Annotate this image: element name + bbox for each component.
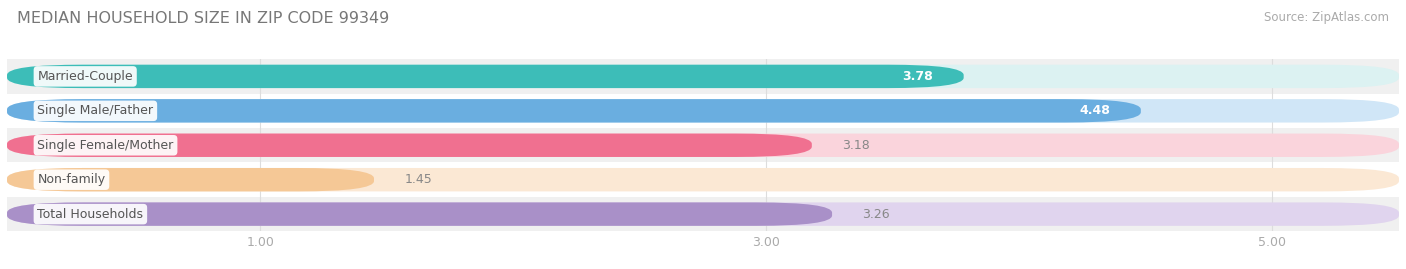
- FancyBboxPatch shape: [7, 133, 811, 157]
- FancyBboxPatch shape: [7, 99, 1140, 123]
- FancyBboxPatch shape: [7, 168, 374, 192]
- Text: 3.78: 3.78: [903, 70, 934, 83]
- Text: Total Households: Total Households: [38, 208, 143, 221]
- FancyBboxPatch shape: [7, 99, 1399, 123]
- Bar: [7, 197, 1399, 231]
- Bar: [7, 59, 1399, 94]
- Text: 3.18: 3.18: [842, 139, 870, 152]
- Bar: [7, 162, 1399, 197]
- FancyBboxPatch shape: [7, 65, 1399, 88]
- Text: Non-family: Non-family: [38, 173, 105, 186]
- Text: Single Male/Father: Single Male/Father: [38, 104, 153, 117]
- Text: 1.45: 1.45: [405, 173, 432, 186]
- Text: Single Female/Mother: Single Female/Mother: [38, 139, 174, 152]
- Text: 3.26: 3.26: [862, 208, 890, 221]
- Bar: [7, 94, 1399, 128]
- FancyBboxPatch shape: [7, 202, 1399, 226]
- Text: 4.48: 4.48: [1080, 104, 1111, 117]
- Text: Source: ZipAtlas.com: Source: ZipAtlas.com: [1264, 11, 1389, 24]
- FancyBboxPatch shape: [7, 202, 832, 226]
- Text: Married-Couple: Married-Couple: [38, 70, 134, 83]
- FancyBboxPatch shape: [7, 65, 963, 88]
- FancyBboxPatch shape: [7, 168, 1399, 192]
- Text: MEDIAN HOUSEHOLD SIZE IN ZIP CODE 99349: MEDIAN HOUSEHOLD SIZE IN ZIP CODE 99349: [17, 11, 389, 26]
- FancyBboxPatch shape: [7, 133, 1399, 157]
- Bar: [7, 128, 1399, 162]
